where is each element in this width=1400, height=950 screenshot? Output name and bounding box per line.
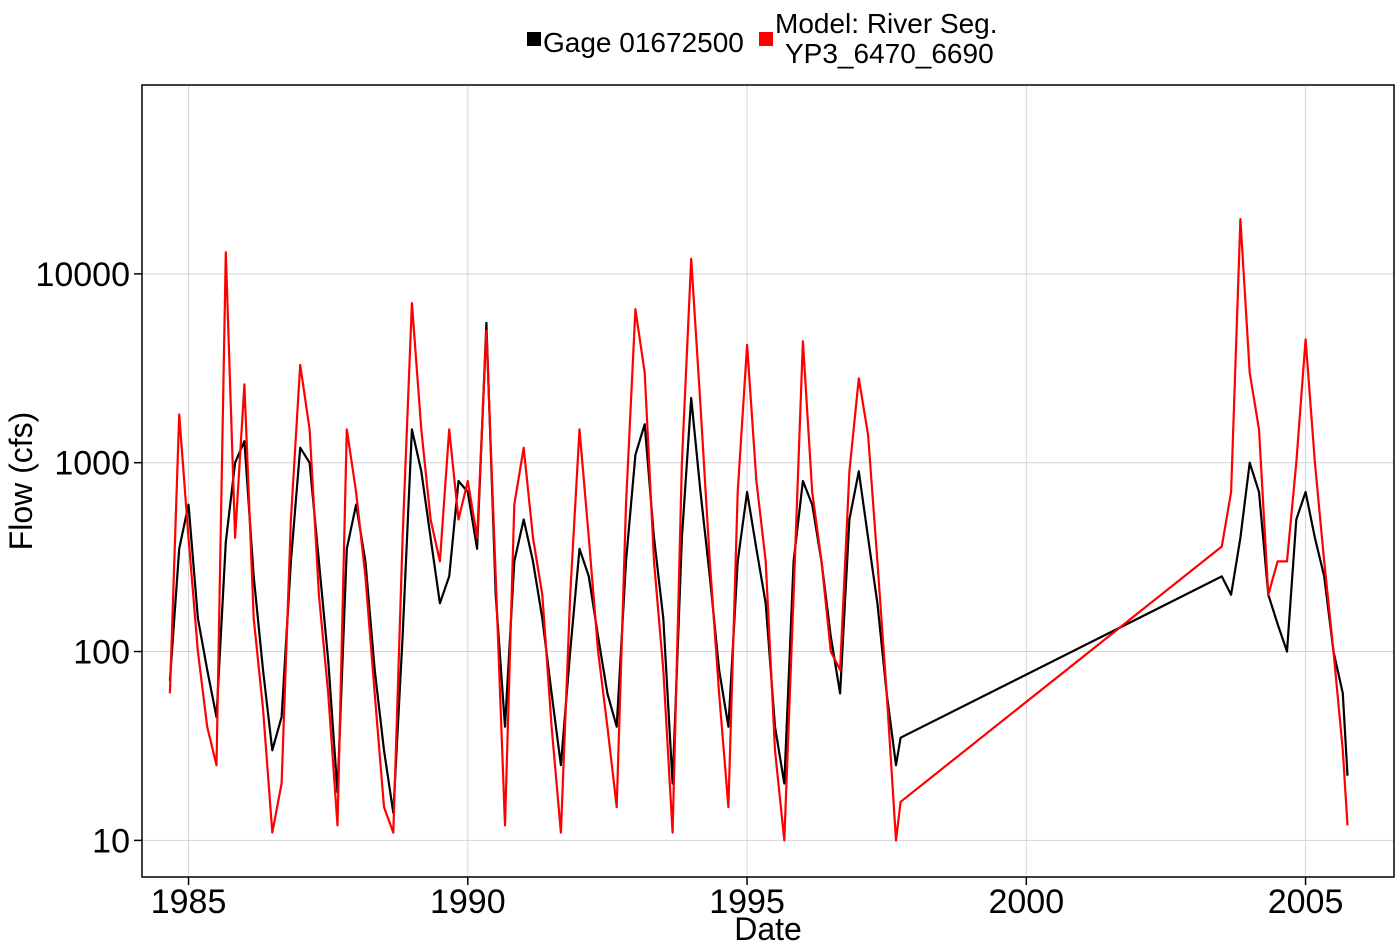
x-axis-title: Date bbox=[734, 911, 802, 947]
y-axis-title: Flow (cfs) bbox=[3, 412, 39, 551]
x-tick-label: 2000 bbox=[988, 883, 1064, 921]
legend-label-gage: Gage 01672500 bbox=[543, 27, 744, 58]
legend-key-gage bbox=[527, 32, 541, 46]
series-line-gage bbox=[168, 321, 1349, 814]
series-layer bbox=[168, 218, 1349, 842]
grid bbox=[142, 85, 1394, 877]
series-line-model bbox=[168, 218, 1349, 842]
x-tick-label: 1995 bbox=[709, 883, 785, 921]
y-tick-label: 10000 bbox=[35, 256, 130, 294]
y-axis: 10 100 1000 10000 bbox=[35, 256, 142, 860]
x-tick-label: 2005 bbox=[1268, 883, 1344, 921]
x-tick-label: 1990 bbox=[430, 883, 506, 921]
plot-panel-border bbox=[141, 84, 1395, 878]
y-tick-label: 1000 bbox=[54, 445, 130, 483]
y-tick-label: 10 bbox=[92, 822, 130, 860]
legend-key-model bbox=[759, 32, 773, 46]
x-tick-label: 1985 bbox=[151, 883, 227, 921]
x-axis: 1985 1990 1995 2000 2005 bbox=[151, 877, 1344, 921]
y-tick-label: 100 bbox=[73, 634, 130, 672]
legend-label-model: Model: River Seg. YP3_6470_6690 bbox=[775, 8, 998, 69]
legend: Gage 01672500 Model: River Seg. YP3_6470_6… bbox=[527, 8, 998, 69]
